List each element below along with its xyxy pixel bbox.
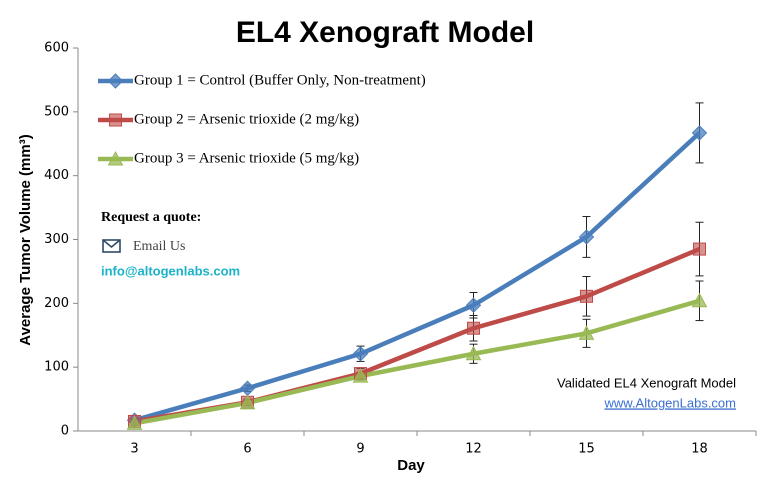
marker (239, 394, 256, 410)
legend-label: Group 3 = Arsenic trioxide (5 mg/kg) (134, 150, 359, 166)
y-tick-label: 0 (61, 424, 69, 439)
legend-marker (107, 150, 124, 166)
x-tick-label: 6 (243, 442, 251, 457)
legend-label: Group 1 = Control (Buffer Only, Non-trea… (134, 72, 426, 88)
x-tick-label: 15 (578, 442, 595, 457)
y-tick-label: 600 (44, 41, 69, 56)
marker (467, 321, 480, 335)
y-axis-label: Average Tumor Volume (mm³) (17, 134, 34, 345)
marker (352, 346, 369, 362)
legend-marker (107, 73, 124, 89)
marker (691, 292, 708, 308)
marker (578, 229, 595, 245)
quote-heading: Request a quote: (101, 210, 201, 225)
y-tick-label: 400 (44, 168, 69, 183)
series-line (134, 298, 701, 426)
marker (239, 380, 256, 396)
marker (126, 415, 143, 430)
x-tick-label: 18 (691, 442, 708, 457)
x-tick-label: 3 (130, 442, 138, 457)
email-address[interactable]: info@altogenlabs.com (101, 263, 240, 278)
website-link[interactable]: www.AltogenLabs.com (603, 395, 736, 410)
y-tick-label: 500 (44, 104, 69, 119)
legend-label: Group 2 = Arsenic trioxide (2 mg/kg) (134, 111, 359, 127)
series-line (133, 131, 702, 423)
chart-title: EL4 Xenograft Model (236, 16, 534, 49)
x-axis-label: Day (397, 457, 425, 474)
marker (580, 289, 593, 303)
marker (693, 242, 706, 256)
marker (691, 125, 708, 141)
marker (465, 297, 482, 313)
x-tick-label: 9 (356, 442, 364, 457)
watermark-text: Validated EL4 Xenograft Model (557, 375, 736, 390)
y-tick-label: 100 (44, 360, 69, 375)
y-tick-label: 200 (44, 296, 69, 311)
marker (352, 368, 369, 383)
email-icon[interactable] (102, 239, 121, 253)
legend-marker (109, 113, 122, 127)
marker (465, 345, 482, 361)
y-tick-label: 300 (44, 232, 69, 247)
email-link[interactable]: Email Us (133, 239, 186, 254)
x-tick-label: 12 (465, 442, 482, 457)
marker (578, 325, 595, 340)
